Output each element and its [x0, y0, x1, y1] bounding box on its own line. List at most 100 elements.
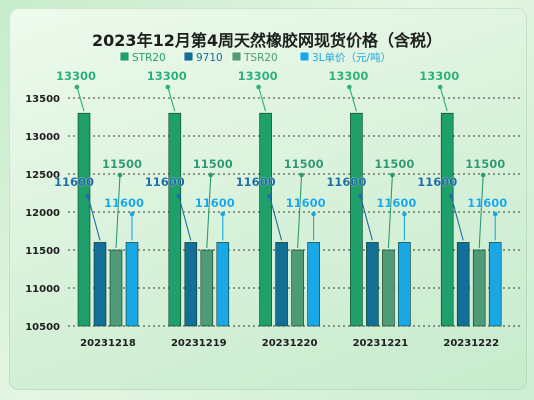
x-axis: 20231218 20231219 20231220 20231221 20231222	[80, 338, 499, 349]
leader-dot	[165, 84, 171, 90]
leader-line	[87, 195, 101, 241]
data-label: 11600	[54, 175, 94, 189]
leader-dot	[390, 172, 395, 178]
leader-line	[76, 86, 85, 112]
leader-dot	[448, 193, 454, 199]
leader-line	[450, 195, 464, 241]
bar-9710-20231219	[184, 242, 198, 327]
x-tick-label: 20231221	[353, 338, 409, 349]
bar-3L-20231221	[398, 242, 411, 327]
y-tick-label: 11500	[25, 246, 60, 257]
y-axis: 10500 11000 11500 12000 12500 13000 13500	[25, 94, 60, 333]
data-label: 11600	[195, 196, 235, 210]
leader-dot	[74, 84, 80, 90]
leader-dot	[492, 211, 498, 217]
y-tick-label: 13000	[25, 132, 60, 143]
leader-line	[178, 195, 192, 241]
data-label: 11500	[374, 157, 414, 171]
leader-line	[297, 174, 303, 249]
leader-dot	[176, 193, 182, 199]
bar-3L-20231220	[307, 242, 320, 327]
y-tick-label: 11000	[25, 284, 60, 295]
data-label: 13300	[56, 69, 96, 83]
leader-dot	[267, 193, 272, 199]
chart-title: 2023年12月第4周天然橡胶网现货价格（含税）	[92, 31, 442, 50]
leader-dot	[256, 84, 261, 90]
data-label: 11600	[467, 196, 507, 210]
y-tick-label: 10500	[25, 322, 60, 333]
leader-dot	[117, 172, 123, 178]
legend-label: 3L单价（元/吨）	[312, 51, 391, 64]
data-label: 11600	[286, 196, 326, 210]
legend-label: STR20	[132, 52, 166, 64]
leader-dot	[208, 172, 214, 178]
leader-dot	[85, 193, 91, 199]
bar-3L-20231218	[125, 242, 139, 327]
data-label: 11600	[236, 175, 276, 189]
bar-3L-20231219	[216, 242, 230, 327]
data-label: 11600	[145, 175, 185, 189]
leader-dot	[480, 172, 486, 178]
data-label: 11500	[465, 157, 505, 171]
leader-dot	[402, 211, 407, 217]
legend-label: 9710	[196, 52, 223, 64]
data-label: 11600	[376, 196, 416, 210]
leader-line	[387, 174, 393, 249]
bar-TSR20-20231219	[200, 249, 214, 327]
bars	[77, 112, 502, 327]
leader-line	[359, 195, 373, 241]
bar-9710-20231221	[366, 242, 379, 327]
bar-TSR20-20231221	[382, 249, 395, 327]
y-tick-label: 12000	[25, 208, 60, 219]
leader-dot	[347, 84, 352, 90]
legend-swatch	[231, 51, 242, 62]
leader-dot	[437, 84, 443, 90]
leader-line	[348, 86, 357, 112]
leader-line	[206, 174, 212, 249]
legend: STR20 9710 TSR20 3L单价（元/吨）	[119, 51, 391, 64]
bar-3L-20231222	[488, 242, 502, 327]
bar-TSR20-20231222	[472, 249, 486, 327]
leader-dot	[220, 211, 226, 217]
leader-line	[439, 86, 448, 112]
leader-dot	[299, 172, 304, 178]
data-label: 13300	[147, 69, 187, 83]
data-label: 11600	[326, 175, 366, 189]
x-tick-label: 20231222	[443, 338, 499, 349]
legend-swatch	[183, 51, 194, 62]
bar-STR20-20231220	[259, 112, 272, 327]
data-label: 11500	[284, 157, 324, 171]
bar-9710-20231220	[275, 242, 288, 327]
bar-STR20-20231218	[77, 112, 91, 327]
data-label: 11600	[417, 175, 457, 189]
bar-STR20-20231221	[350, 112, 363, 327]
leader-line	[167, 86, 176, 112]
leader-line	[115, 174, 121, 249]
leader-dot	[358, 193, 363, 199]
bar-9710-20231222	[456, 242, 470, 327]
leader-dot	[311, 211, 316, 217]
legend-swatch	[119, 51, 130, 62]
bar-9710-20231218	[93, 242, 107, 327]
bar-STR20-20231219	[168, 112, 182, 327]
legend-swatch	[299, 51, 310, 62]
x-tick-label: 20231219	[171, 338, 227, 349]
leader-dot	[129, 211, 135, 217]
data-label: 13300	[328, 69, 368, 83]
y-tick-label: 12500	[25, 170, 60, 181]
data-label: 13300	[238, 69, 278, 83]
bar-STR20-20231222	[440, 112, 454, 327]
data-labels: 1330011600115001160013300116001150011600…	[54, 69, 507, 249]
data-label: 11500	[102, 157, 142, 171]
bar-TSR20-20231218	[109, 249, 123, 327]
y-tick-label: 13500	[25, 94, 60, 105]
x-tick-label: 20231220	[262, 338, 318, 349]
data-label: 11500	[193, 157, 233, 171]
leader-line	[478, 174, 484, 249]
x-tick-label: 20231218	[80, 338, 136, 349]
legend-label: TSR20	[243, 52, 278, 64]
leader-line	[258, 86, 267, 112]
data-label: 11600	[104, 196, 144, 210]
